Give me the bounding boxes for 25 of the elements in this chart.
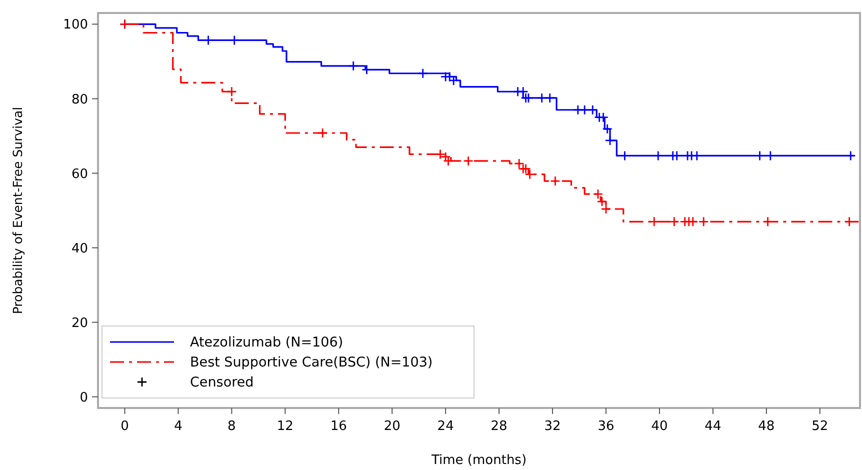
x-tick-label: 52	[812, 419, 828, 434]
x-tick-label: 12	[276, 419, 294, 434]
y-tick-label: 80	[71, 92, 88, 108]
annotation: Censored	[190, 374, 254, 391]
x-axis-title: Time (months)	[430, 453, 527, 468]
x-tick-label: 16	[330, 419, 347, 434]
y-tick-label: 20	[71, 316, 88, 331]
x-tick-label: 24	[437, 419, 454, 434]
x-tick-label: 20	[384, 419, 400, 434]
x-tick-label: 44	[704, 419, 722, 434]
y-tick-label: 60	[71, 166, 88, 182]
x-tick-label: 4	[174, 419, 182, 434]
y-tick-label: 0	[80, 390, 88, 406]
x-tick-label: 40	[651, 419, 668, 434]
x-tick-label: 8	[228, 419, 236, 434]
legend-label: Best Supportive Care(BSC) (N=103)	[190, 354, 433, 371]
x-tick-label: 48	[758, 419, 775, 434]
legend-label: Atezolizumab (N=106)	[190, 334, 344, 351]
x-tick-label: 0	[120, 419, 129, 434]
y-axis-title: Probability of Event-Free Survival	[10, 106, 25, 314]
x-tick-label: 28	[490, 419, 508, 434]
y-tick-label: 100	[63, 18, 88, 33]
x-tick-label: 32	[544, 419, 561, 434]
y-tick-label: 40	[71, 241, 88, 256]
x-tick-label: 36	[598, 419, 614, 434]
